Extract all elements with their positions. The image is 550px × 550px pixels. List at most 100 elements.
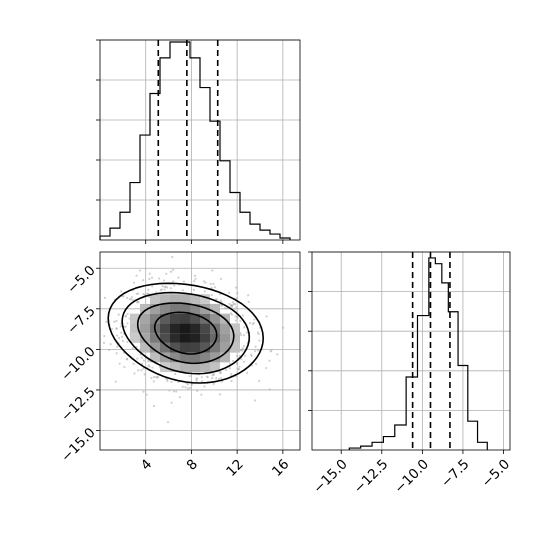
density-cell (180, 294, 190, 304)
scatter-point (120, 331, 123, 334)
histogram-x-bin (270, 234, 280, 240)
scatter-point (122, 295, 125, 298)
histogram-y-bin (478, 442, 488, 450)
scatter-point (219, 299, 222, 302)
density-cell (210, 352, 220, 363)
scatter-point (192, 288, 196, 291)
scatter-point (186, 387, 189, 390)
scatter-point (121, 335, 124, 338)
scatter-point (178, 396, 181, 399)
density-cell (210, 313, 220, 324)
scatter-point (223, 307, 227, 310)
scatter-point (233, 308, 236, 311)
scatter-point (152, 375, 156, 379)
histogram-x-bin (220, 161, 230, 240)
scatter-point (210, 286, 213, 289)
scatter-point (238, 365, 241, 368)
scatter-point (236, 367, 239, 371)
density-cell (180, 362, 190, 373)
scatter-point (268, 359, 271, 362)
scatter-point (159, 289, 162, 292)
scatter-point (242, 344, 246, 348)
density-cell (140, 313, 150, 324)
scatter-point (166, 379, 169, 383)
scatter-point (152, 380, 155, 383)
scatter-point (188, 374, 191, 378)
scatter-point (168, 389, 171, 392)
scatter-point (268, 388, 271, 391)
scatter-point (130, 296, 133, 299)
scatter-point (110, 327, 114, 331)
scatter-point (147, 364, 150, 367)
scatter-point (241, 314, 244, 317)
density-cell (160, 333, 170, 343)
scatter-point (213, 286, 217, 289)
contour-line-level-1 (153, 311, 218, 355)
histogram-x-bin (230, 192, 240, 240)
contour-line-level-3 (121, 291, 251, 375)
density-cell (140, 342, 150, 353)
scatter-point (131, 346, 135, 350)
scatter-point (211, 377, 214, 380)
scatter-point (253, 399, 257, 402)
scatter-point (230, 305, 234, 309)
density-cell (180, 352, 190, 363)
density-cell (160, 303, 170, 314)
scatter-point (195, 377, 198, 381)
density-cell (170, 342, 180, 353)
scatter-point (231, 301, 235, 304)
scatter-point (247, 294, 250, 297)
scatter-point (236, 362, 239, 366)
scatter-point (258, 379, 261, 383)
scatter-point (143, 293, 146, 296)
scatter-point (118, 362, 121, 365)
scatter-point (227, 291, 231, 294)
scatter-point (138, 269, 142, 272)
density-cell (220, 352, 230, 363)
scatter-point (235, 297, 238, 300)
density-cell (200, 352, 210, 363)
scatter-point (142, 367, 145, 370)
scatter-point (105, 320, 108, 323)
density-cell (200, 323, 210, 334)
scatter-point (163, 288, 166, 291)
y-tick-label: −7.5 (64, 303, 98, 337)
scatter-point (148, 295, 151, 299)
density-cell (230, 323, 240, 334)
density-cell (170, 362, 180, 373)
scatter-point (200, 380, 203, 383)
density-panel-2d: 4 8 12 16 −5.0 −7.5 −10.0−12.5−15.0 (58, 251, 301, 480)
scatter-point (171, 255, 174, 259)
x-tick-label: 12 (223, 456, 246, 479)
x-tick-label: 8 (184, 456, 201, 473)
scatter-point (228, 367, 232, 370)
scatter-point (256, 349, 260, 352)
histogram-x-bin (200, 88, 210, 240)
scatter-point (102, 341, 106, 344)
scatter-point (215, 377, 218, 380)
scatter-point (123, 366, 126, 369)
scatter-point (265, 315, 268, 318)
scatter-point (151, 285, 154, 288)
density-cell (200, 342, 210, 353)
scatter-point (254, 345, 257, 348)
density-cell (160, 313, 170, 324)
scatter-point (229, 312, 232, 315)
scatter-point (103, 296, 107, 299)
scatter-point (209, 282, 212, 286)
scatter-point (103, 335, 106, 338)
scatter-point (224, 368, 228, 372)
density-cell (180, 303, 190, 314)
scatter-point (239, 349, 242, 352)
scatter-point (116, 345, 119, 348)
scatter-point (195, 379, 198, 382)
density-cell (150, 303, 160, 314)
scatter-point (136, 357, 139, 360)
x-tick-label: 4 (138, 456, 155, 473)
density-cell (130, 313, 140, 324)
scatter-point (142, 359, 145, 362)
histogram-x-step-line (99, 41, 291, 240)
scatter-point (165, 272, 168, 275)
density-cell (190, 294, 200, 304)
histogram-y-bin (395, 425, 406, 450)
